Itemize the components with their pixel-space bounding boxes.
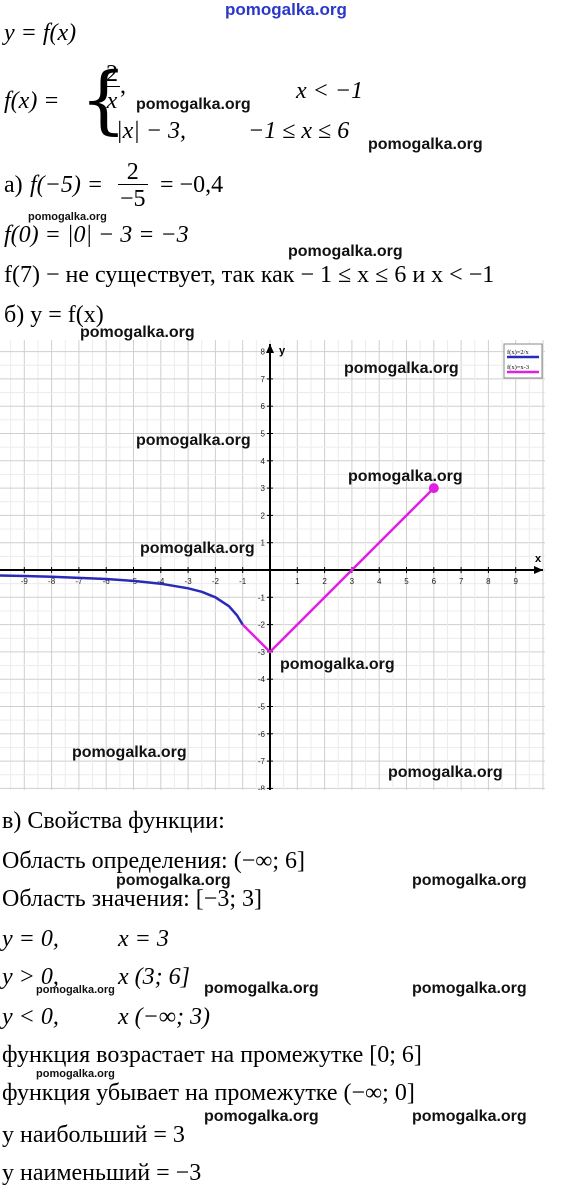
min-line: y наименьший = −3 [2, 1160, 202, 1186]
series-line-hyperbola [0, 574, 244, 626]
positive-y: y > 0, [2, 964, 59, 990]
f-of-zero-line: f(0) = |0| − 3 = −3 [4, 222, 189, 248]
y-axis-arrow [266, 344, 274, 353]
piecewise-brace: { [80, 57, 128, 143]
watermark: pomogalka.org [412, 980, 527, 997]
function-definition-line: y = f(x) [4, 20, 77, 46]
watermark: pomogalka.org [288, 243, 403, 260]
y-tick-label: ‑6 [258, 730, 266, 739]
series-endpoint-dot [428, 483, 439, 494]
y-tick-label: 2 [261, 511, 266, 520]
properties-title: в) Свойства функции: [2, 808, 225, 834]
x-tick-label: ‑2 [212, 577, 220, 586]
watermark: pomogalka.org [136, 432, 251, 449]
part-a-lhs: f(−5) = [30, 172, 104, 198]
case1-condition: x < −1 [296, 78, 364, 104]
y-tick-label: ‑7 [258, 757, 266, 766]
x-axis-arrow [534, 566, 543, 574]
watermark: pomogalka.org [36, 984, 115, 996]
y-tick-label: 1 [261, 539, 266, 548]
decreasing-line: функция убывает на промежутке (−∞; 0] [2, 1080, 415, 1106]
watermark: pomogalka.org [136, 96, 251, 113]
legend-label: f(x)=2/x [507, 349, 529, 356]
graph-legend: f(x)=2/x f(x)=x-3 [503, 343, 543, 379]
watermark: pomogalka.org [412, 872, 527, 889]
function-graph: xy ‑9‑8‑7‑6‑5‑4‑3‑2‑1123456789987654321‑… [0, 340, 545, 790]
zero-x: x = 3 [118, 926, 169, 952]
y-tick-label: 6 [261, 402, 266, 411]
x-tick-label: ‑4 [157, 577, 165, 586]
x-tick-label: 2 [322, 577, 327, 586]
max-line: y наибольший = 3 [2, 1122, 185, 1148]
case2-expression: |x| − 3, [116, 118, 187, 144]
part-a-label: а) [4, 172, 23, 198]
x-tick-label: ‑7 [75, 577, 83, 586]
watermark: pomogalka.org [80, 324, 195, 341]
x-tick-label: 1 [295, 577, 300, 586]
watermark: pomogalka.org [348, 468, 463, 485]
range-line: Область значения: [−3; 3] [2, 886, 262, 912]
x-tick-label: ‑9 [21, 577, 29, 586]
y-tick-label: ‑4 [258, 675, 266, 684]
x-tick-label: ‑6 [103, 577, 111, 586]
graph-tick-labels: ‑9‑8‑7‑6‑5‑4‑3‑2‑1123456789987654321‑1‑2… [21, 348, 519, 790]
increasing-line: функция возрастает на промежутке [0; 6] [2, 1042, 422, 1068]
positive-x: x (3; 6] [118, 964, 190, 990]
y-axis-label: y [279, 345, 286, 357]
series-line-linear [241, 487, 435, 654]
graph-series [0, 483, 439, 654]
negative-x: x (−∞; 3) [118, 1004, 210, 1030]
y-tick-label: 4 [261, 457, 266, 466]
graph-grid [0, 340, 545, 790]
domain-line: Область определения: (−∞; 6] [2, 848, 306, 874]
watermark: pomogalka.org [72, 744, 187, 761]
x-tick-label: 6 [432, 577, 437, 586]
x-tick-label: ‑3 [185, 577, 193, 586]
watermark: pomogalka.org [368, 136, 483, 153]
watermark: pomogalka.org [388, 764, 503, 781]
x-tick-label: 7 [459, 577, 464, 586]
piecewise-lhs: f(x) = [4, 88, 60, 114]
y-tick-label: 7 [261, 375, 266, 384]
watermark: pomogalka.org [28, 211, 107, 223]
x-tick-label: 9 [513, 577, 518, 586]
x-tick-label: 8 [486, 577, 491, 586]
y-tick-label: ‑5 [258, 703, 266, 712]
part-a-result: = −0,4 [160, 172, 224, 198]
watermark: pomogalka.org [116, 872, 231, 889]
watermark: pomogalka.org [140, 540, 255, 557]
watermark: pomogalka.org [344, 360, 459, 377]
x-axis-label: x [535, 553, 542, 565]
x-tick-label: ‑8 [48, 577, 56, 586]
y-tick-label: 5 [261, 430, 266, 439]
case2-condition: −1 ≤ x ≤ 6 [248, 118, 350, 144]
y-tick-label: ‑1 [258, 593, 266, 602]
watermark: pomogalka.org [412, 1108, 527, 1125]
watermark: pomogalka.org [204, 980, 319, 997]
negative-y: y < 0, [2, 1004, 59, 1030]
part-b-label: б) y = f(x) [4, 302, 104, 328]
f-of-seven-line: f(7) − не существует, так как − 1 ≤ x ≤ … [4, 262, 495, 288]
watermark: pomogalka.org [204, 1108, 319, 1125]
watermark: pomogalka.org [36, 1068, 115, 1080]
y-tick-label: ‑3 [258, 648, 266, 657]
watermark: pomogalka.org [280, 656, 395, 673]
x-tick-label: 5 [404, 577, 409, 586]
y-tick-label: 8 [261, 348, 266, 357]
x-tick-label: 3 [350, 577, 355, 586]
site-watermark-top: pomogalka.org [225, 0, 347, 19]
y-tick-label: ‑2 [258, 621, 266, 630]
x-tick-label: 4 [377, 577, 382, 586]
legend-label: f(x)=x-3 [507, 364, 529, 371]
part-a-fraction: 2 −5 [118, 159, 148, 212]
x-tick-label: ‑1 [239, 577, 247, 586]
y-tick-label: 3 [261, 484, 266, 493]
y-tick-label: ‑8 [258, 784, 266, 790]
graph-axes: xy [0, 344, 543, 790]
zero-y: y = 0, [2, 926, 59, 952]
